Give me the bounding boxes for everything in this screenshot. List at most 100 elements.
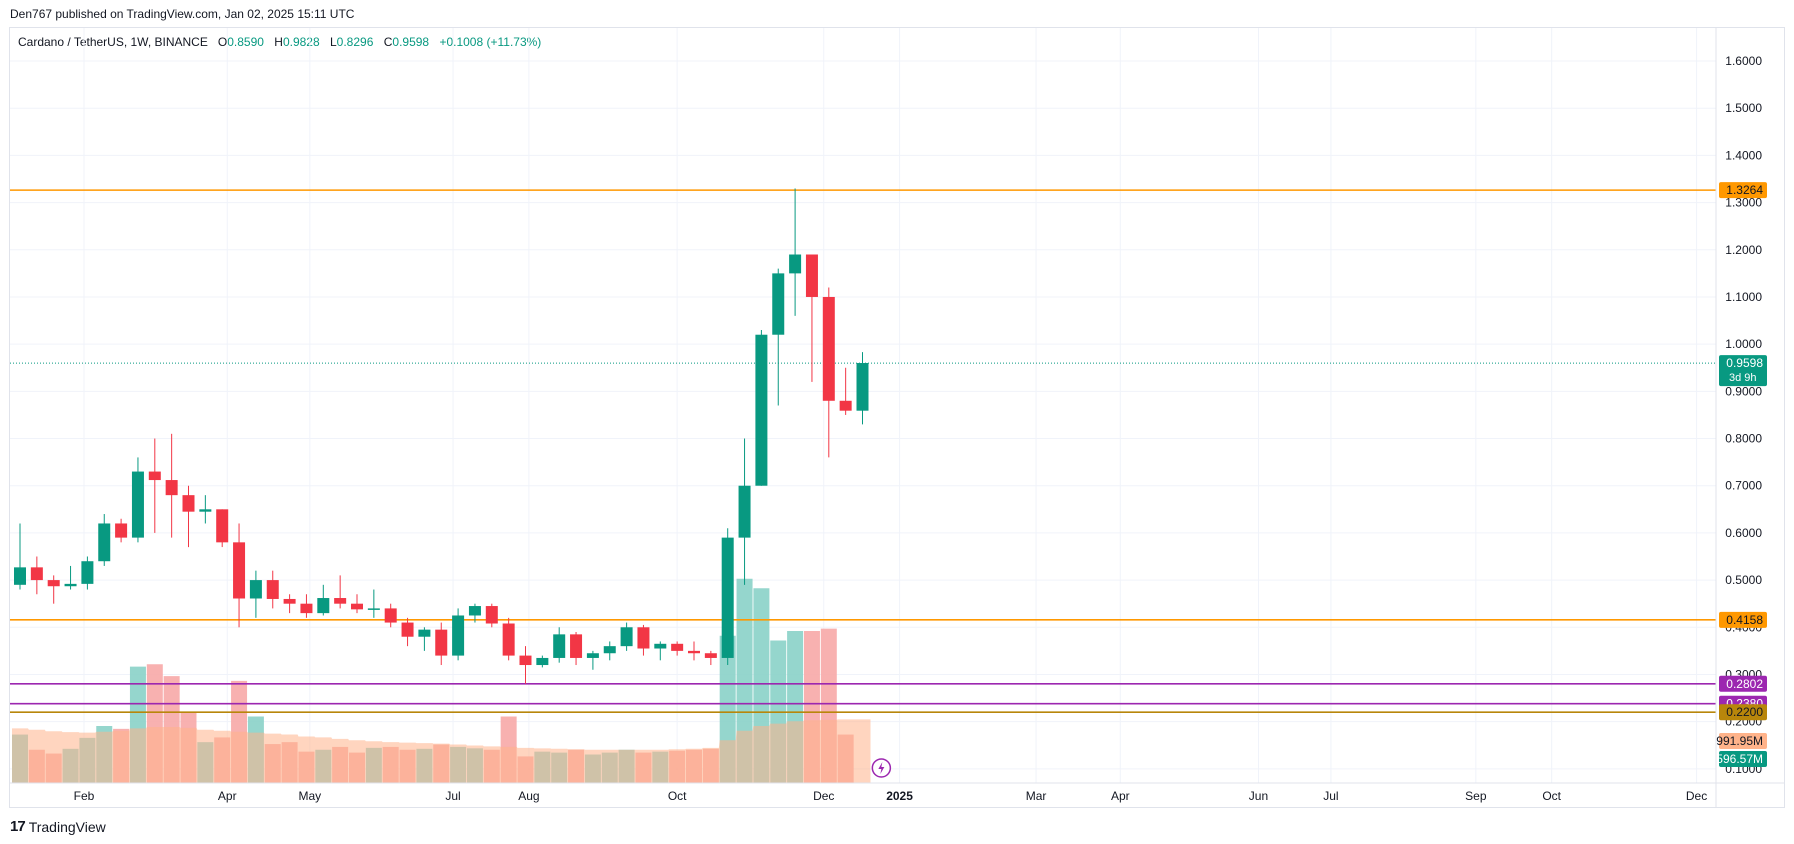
candle-body (772, 273, 785, 335)
volume-value-label-bg (1719, 751, 1767, 767)
candle-body (805, 254, 818, 297)
candle-body (64, 583, 77, 587)
level-price-label-bg (1719, 704, 1767, 721)
candle-body (334, 598, 347, 604)
candle-body (81, 561, 94, 584)
candle-body (367, 608, 380, 610)
x-tick-label: Jul (1323, 789, 1338, 803)
candle-body (856, 363, 869, 411)
candle-body (671, 643, 684, 651)
candle-body (468, 606, 481, 616)
y-tick-label: 1.6000 (1725, 54, 1762, 68)
x-tick-label: May (298, 789, 321, 803)
candle-body (182, 495, 195, 512)
y-tick-label: 1.0000 (1725, 337, 1762, 351)
candle-body (266, 580, 279, 599)
lightning-icon-glyph (878, 762, 885, 774)
x-tick-label: Apr (218, 789, 237, 803)
volume-value-label-bg (1719, 733, 1767, 749)
y-tick-label: 1.2000 (1725, 243, 1762, 257)
candle-body (317, 598, 330, 614)
candle-body (131, 471, 144, 538)
candle-body (570, 634, 583, 658)
y-tick-label: 0.7000 (1725, 479, 1762, 493)
high-label: H (274, 35, 283, 49)
candle-body (839, 400, 852, 411)
y-tick-label: 1.3000 (1725, 196, 1762, 210)
candle-body (755, 334, 768, 486)
y-tick-label: 0.6000 (1725, 526, 1762, 540)
x-tick-label: 2025 (886, 789, 913, 803)
candle-body (351, 603, 363, 610)
candle-body (654, 643, 667, 649)
publisher-note: Den767 published on TradingView.com, Jan… (10, 7, 355, 21)
level-price-label-bg (1719, 182, 1767, 199)
low-label: L (329, 35, 337, 49)
candle-body (586, 653, 599, 658)
candle-body (688, 650, 700, 654)
candle-body (637, 627, 650, 649)
candle-body (603, 646, 616, 654)
candle-body (249, 580, 262, 599)
x-tick-label: Apr (1111, 789, 1130, 803)
level-price-label: 1.3264 (1726, 183, 1763, 197)
candle-body (300, 603, 313, 614)
level-price-label: 0.2200 (1726, 705, 1763, 719)
symbol-name[interactable]: Cardano / TetherUS, 1W, BINANCE (18, 35, 208, 49)
high-value: 0.9828 (282, 35, 320, 49)
change-value: +0.1008 (+11.73%) (439, 35, 542, 49)
candle-body (789, 254, 802, 274)
x-tick-label: Dec (813, 789, 834, 803)
close-label: C (383, 35, 393, 49)
candle-body (738, 485, 751, 538)
candle-body (233, 542, 246, 599)
candle-body (115, 523, 128, 538)
candle-body (822, 296, 835, 401)
candle-body (502, 623, 515, 656)
y-tick-label: 1.1000 (1725, 290, 1762, 304)
x-tick-label: Oct (1542, 789, 1561, 803)
countdown-label: 3d 9h (1729, 372, 1757, 384)
last-price-label: 0.9598 (1726, 356, 1763, 370)
y-tick-label: 0.9000 (1725, 384, 1762, 398)
candle-body (384, 608, 397, 623)
candle-body (721, 537, 734, 658)
y-tick-label: 1.4000 (1725, 148, 1762, 162)
candle-body (519, 655, 532, 666)
candle-body (553, 634, 566, 658)
candle-body (216, 509, 229, 543)
candle-body (401, 622, 414, 637)
tradingview-logo-text: TradingView (28, 818, 106, 835)
tradingview-logo-icon: 17 (10, 818, 26, 835)
candle-body (620, 627, 633, 647)
candle-body (536, 657, 549, 666)
x-tick-label: Feb (74, 789, 95, 803)
level-price-label-bg (1719, 611, 1767, 628)
close-value: 0.9598 (392, 35, 430, 49)
candle-body (283, 598, 296, 604)
open-value: 0.8590 (227, 35, 264, 49)
open-label: O (217, 35, 228, 49)
volume-ma-area (12, 719, 871, 783)
last-price-tag-bg (1719, 355, 1767, 387)
x-tick-label: Jul (445, 789, 460, 803)
candle-body (30, 567, 43, 581)
candle-body (47, 580, 60, 587)
x-tick-label: Dec (1686, 789, 1707, 803)
x-tick-label: Oct (668, 789, 687, 803)
candle-body (165, 480, 178, 496)
x-tick-label: Sep (1465, 789, 1487, 803)
y-tick-label: 1.5000 (1725, 101, 1762, 115)
level-price-label: 0.2802 (1726, 677, 1763, 691)
candle-body (14, 567, 26, 585)
chart-frame (9, 27, 1785, 808)
level-price-label-bg (1719, 675, 1767, 692)
x-tick-label: Jun (1249, 789, 1268, 803)
volume-value-label: 596.57M (1716, 752, 1763, 766)
candle-body (485, 606, 498, 624)
tradingview-logo[interactable]: 17 TradingView (10, 818, 106, 835)
y-tick-label: 0.8000 (1725, 432, 1762, 446)
candle-body (418, 629, 431, 637)
candle-body (704, 653, 717, 658)
